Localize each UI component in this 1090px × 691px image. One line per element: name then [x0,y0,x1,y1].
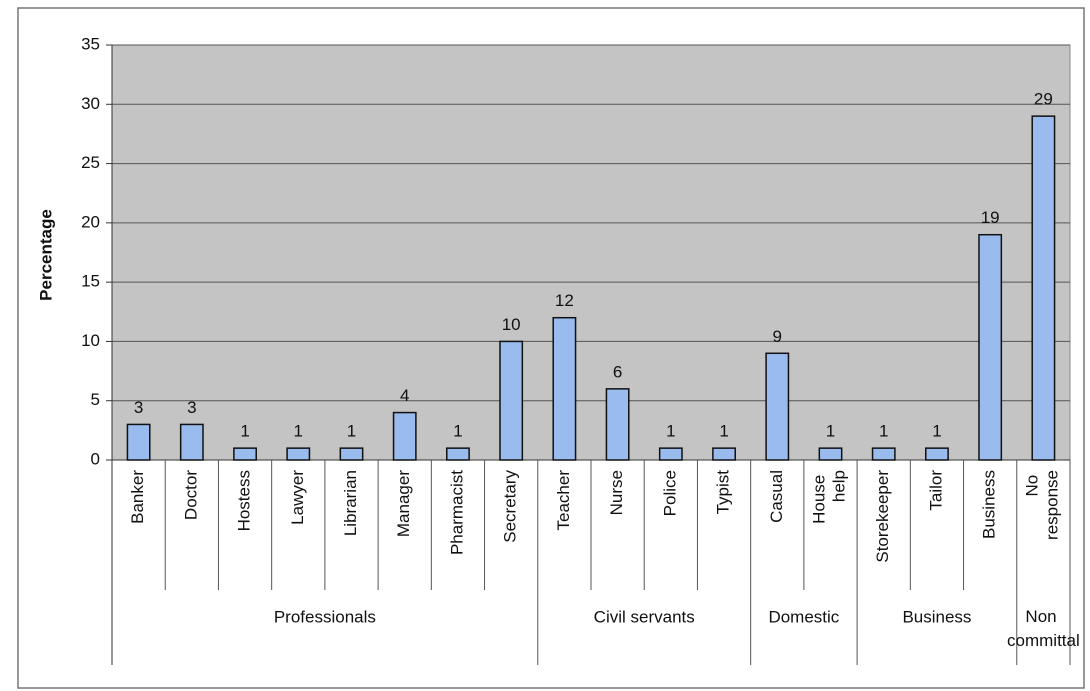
data-label: 12 [555,291,574,310]
x-tick-label: Hostess [235,470,254,531]
bar [818,447,843,461]
y-tick-label: 20 [81,212,100,231]
x-tick-label: Tailor [926,470,945,511]
x-tick-label: Manager [394,470,413,537]
x-tick-label: Doctor [181,470,200,520]
x-tick-label: Librarian [341,470,360,536]
x-tick-label: Nurse [607,470,626,515]
data-label: 3 [187,398,196,417]
data-label: 1 [666,422,675,441]
y-tick-label: 0 [91,449,100,468]
data-label: 1 [719,422,728,441]
bar [446,447,470,461]
y-tick-label: 15 [81,272,100,291]
data-label: 1 [932,422,941,441]
data-label: 19 [981,208,1000,227]
bar [392,411,417,461]
y-tick-label: 25 [81,153,100,172]
data-label: 1 [826,422,835,441]
data-label: 3 [134,398,143,417]
x-tick-label: Typist [714,470,733,515]
x-tick-label: Banker [128,470,147,524]
bar [978,233,1003,461]
bar [339,447,364,461]
x-tick-label: Storekeeper [873,470,892,563]
y-tick-label: 10 [81,331,100,350]
x-tick-label: Teacher [554,470,573,531]
group-label: Civil servants [594,607,695,626]
y-axis-label: Percentage [36,209,55,301]
bar [925,447,949,461]
group-label: Domestic [768,607,839,626]
bar [605,388,630,461]
data-label: 1 [453,422,462,441]
group-label: Business [902,607,971,626]
x-tick-label: Casual [767,470,786,523]
data-label: 6 [613,362,622,381]
x-tick-label: Lawyer [288,470,307,525]
data-label: 29 [1034,90,1053,109]
y-tick-label: 35 [81,34,100,53]
data-label: 9 [773,327,782,346]
x-tick-label: House help [810,470,849,524]
data-label: 1 [240,422,249,441]
bar [1031,115,1056,461]
bar [286,447,311,461]
data-label: 10 [502,315,521,334]
x-tick-label: Business [980,470,999,539]
y-tick-label: 5 [91,390,100,409]
x-tick-label: Pharmacist [447,470,466,555]
bar [658,447,683,461]
x-tick-label: Police [660,470,679,516]
x-tick-label: Secretary [501,470,520,543]
group-label: Non committal [1007,607,1080,650]
bar [126,423,151,461]
bar [499,340,524,461]
plot-area [111,44,1071,461]
y-tick-label: 30 [81,94,100,113]
data-label: 1 [347,422,356,441]
bar [871,447,896,461]
bar [765,352,790,461]
group-label: Professionals [274,607,376,626]
bar [179,423,204,461]
data-label: 1 [879,422,888,441]
x-tick-label: No response [1023,470,1062,540]
bar [712,447,736,461]
bar [233,447,257,461]
data-label: 1 [294,422,303,441]
bar [552,316,577,461]
data-label: 4 [400,386,409,405]
